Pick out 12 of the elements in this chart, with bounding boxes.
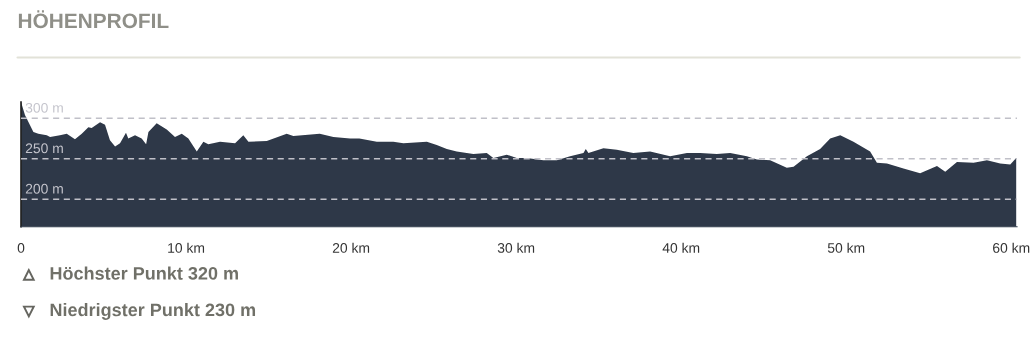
text: Höchster Punkt 320 m (50, 266, 238, 280)
x-tick-label: 50 km (827, 242, 865, 253)
x-tick-label: 20 km (332, 242, 370, 253)
y-tick-label: 250 m (25, 143, 63, 154)
x-tick-label: 60 km (993, 242, 1030, 253)
y-tick-label: 200 m (25, 183, 63, 194)
text: Niedrigster Punkt 230 m (50, 303, 256, 320)
x-tick-label: 0 (17, 243, 25, 253)
x-tick-label: 40 km (662, 242, 700, 253)
x-tick-label: 30 km (497, 242, 535, 253)
x-tick-label: 10 km (168, 242, 205, 253)
chart-title: HÖHENPROFIL (18, 10, 169, 29)
